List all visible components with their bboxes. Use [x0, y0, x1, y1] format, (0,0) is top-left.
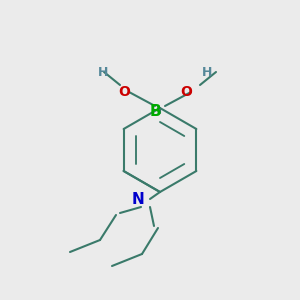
- Text: B: B: [149, 104, 161, 119]
- Text: O: O: [180, 85, 192, 99]
- Text: O: O: [118, 85, 130, 99]
- Text: N: N: [132, 193, 144, 208]
- Text: H: H: [202, 67, 212, 80]
- Text: H: H: [98, 67, 108, 80]
